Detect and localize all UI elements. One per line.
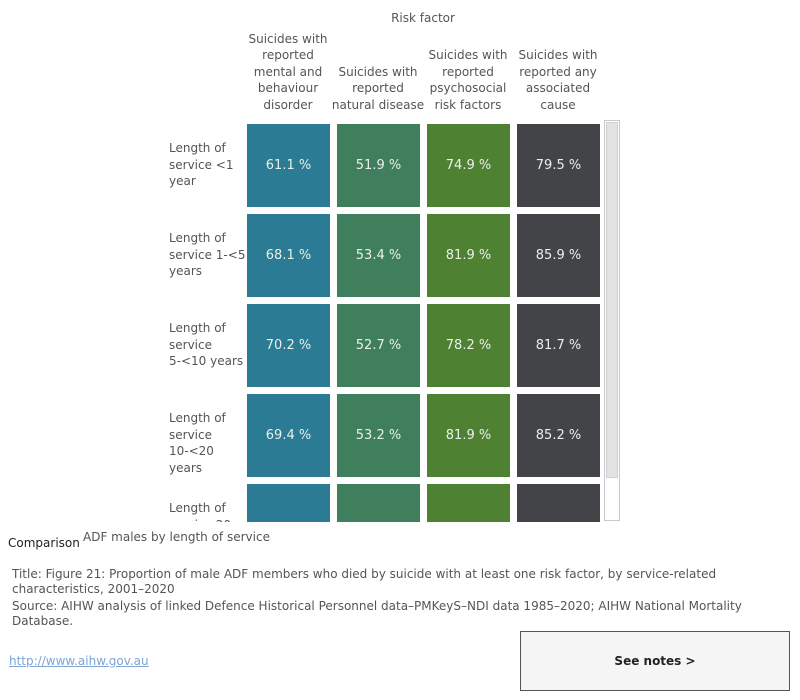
row-label: Length of service 5-<10 years xyxy=(169,320,249,370)
heatmap-cell-psychosocial[interactable]: 81.9 % xyxy=(427,394,510,477)
heatmap-cell-psychosocial[interactable]: 78.2 % xyxy=(427,304,510,387)
cell-value-label: 81.9 % xyxy=(445,248,492,263)
row-label-line: Length of xyxy=(169,231,226,245)
heatmap-cell-any[interactable] xyxy=(517,484,600,522)
column-header-line: psychosocial xyxy=(429,81,507,95)
column-header-line: natural disease xyxy=(331,97,425,112)
heatmap-cell-any[interactable]: 85.9 % xyxy=(517,214,600,297)
heatmap-viewport[interactable]: Length of service <1 year 61.1 % 51.9 % 74.9 … xyxy=(160,120,622,522)
heatmap-cell-natural[interactable]: 52.7 % xyxy=(337,304,420,387)
heatmap-cell-natural[interactable] xyxy=(337,484,420,522)
column-header-line: associated xyxy=(525,81,591,95)
row-label-line: Length of xyxy=(169,141,226,155)
comparison-value[interactable]: ADF males by length of service xyxy=(83,530,270,544)
cell-value-label: 85.2 % xyxy=(535,428,582,443)
vertical-scrollbar[interactable] xyxy=(604,120,620,521)
chart-title: Risk factor xyxy=(391,11,455,25)
cell-value-label: 61.1 % xyxy=(265,158,312,173)
column-header-any: Suicides with reported any associated cause xyxy=(508,47,608,113)
column-header-line: reported xyxy=(442,64,494,79)
heatmap-cell-natural[interactable]: 51.9 % xyxy=(337,124,420,207)
column-header-mental: Suicides with reported mental and behaviour… xyxy=(238,31,338,114)
heatmap-cell-any[interactable]: 81.7 % xyxy=(517,304,600,387)
cell-value-label: 51.9 % xyxy=(355,158,402,173)
row-label-line: 5-<10 years xyxy=(169,354,244,368)
column-header-line: disorder xyxy=(263,97,313,112)
row-label-line: year xyxy=(169,174,196,188)
row-label: Length of service <1 year xyxy=(169,140,249,190)
row-label: Length of service 1-<5 years xyxy=(169,230,249,280)
heatmap-cell-mental[interactable]: 61.1 % xyxy=(247,124,330,207)
column-header-line: reported any xyxy=(519,64,597,79)
row-label-line: service <1 xyxy=(169,157,234,172)
aihw-link[interactable]: http://www.aihw.gov.au xyxy=(9,654,149,668)
row-label-line: service 1-<5 xyxy=(169,247,246,262)
row-label-line: service xyxy=(169,427,212,442)
row-label-line: Length of xyxy=(169,321,226,335)
column-header-natural: Suicides with reported natural disease xyxy=(328,64,428,114)
row-label-line: Length of xyxy=(169,501,226,515)
heatmap-cell-psychosocial[interactable]: 74.9 % xyxy=(427,124,510,207)
scrollbar-thumb[interactable] xyxy=(606,122,618,478)
heatmap-cell-natural[interactable]: 53.4 % xyxy=(337,214,420,297)
heatmap-cell-any[interactable]: 85.2 % xyxy=(517,394,600,477)
column-header-line: Suicides with xyxy=(248,31,328,46)
cell-value-label: 79.5 % xyxy=(535,158,582,173)
column-header-line: Suicides with xyxy=(518,48,598,62)
heatmap-cell-psychosocial[interactable] xyxy=(427,484,510,522)
column-header-line: reported xyxy=(262,48,314,62)
heatmap-cell-psychosocial[interactable]: 81.9 % xyxy=(427,214,510,297)
cell-value-label: 53.2 % xyxy=(355,428,402,443)
heatmap-cell-mental[interactable]: 68.1 % xyxy=(247,214,330,297)
heatmap-cell-mental[interactable]: 70.2 % xyxy=(247,304,330,387)
cell-value-label: 53.4 % xyxy=(355,248,402,263)
see-notes-button[interactable]: See notes > xyxy=(520,631,790,691)
heatmap-cell-any[interactable]: 79.5 % xyxy=(517,124,600,207)
row-label-line: service 20 or xyxy=(169,517,249,523)
row-label-line: Length of xyxy=(169,411,226,425)
cell-value-label: 85.9 % xyxy=(535,248,582,263)
cell-value-label: 81.9 % xyxy=(445,428,492,443)
column-header-line: behaviour xyxy=(257,81,319,95)
cell-value-label: 74.9 % xyxy=(445,158,492,173)
heatmap-cell-mental[interactable]: 69.4 % xyxy=(247,394,330,477)
cell-value-label: 70.2 % xyxy=(265,338,312,353)
column-header-line: Suicides with xyxy=(338,64,418,79)
column-header-line: mental and xyxy=(253,64,323,79)
column-header-psychosocial: Suicides with reported psychosocial risk fa… xyxy=(418,47,518,113)
row-label-line: 10-<20 years xyxy=(169,444,214,475)
cell-value-label: 78.2 % xyxy=(445,338,492,353)
cell-value-label: 68.1 % xyxy=(265,248,312,263)
cell-value-label: 52.7 % xyxy=(355,338,402,353)
column-header-line: Suicides with xyxy=(428,48,508,62)
row-label-line: years xyxy=(169,264,203,278)
cell-value-label: 69.4 % xyxy=(265,428,312,443)
comparison-label: Comparison xyxy=(8,536,80,550)
column-header-line: risk factors xyxy=(434,97,502,112)
figure-title: Title: Figure 21: Proportion of male ADF… xyxy=(12,567,717,596)
row-label: Length of service 10-<20 years xyxy=(169,410,249,476)
heatmap-cell-natural[interactable]: 53.2 % xyxy=(337,394,420,477)
cell-value-label: 81.7 % xyxy=(535,338,582,353)
column-header-line: cause xyxy=(540,97,576,112)
row-label-line: service xyxy=(169,337,212,352)
column-header-line: reported xyxy=(352,81,404,95)
figure-source: Source: AIHW analysis of linked Defence … xyxy=(12,599,742,628)
heatmap-cell-mental[interactable] xyxy=(247,484,330,522)
